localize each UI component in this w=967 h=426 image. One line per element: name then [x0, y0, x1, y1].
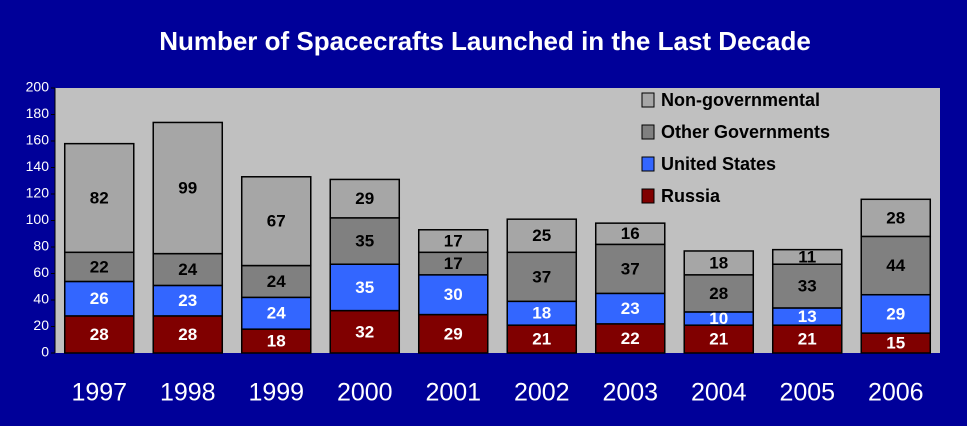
legend-label: United States	[661, 154, 776, 174]
bar-segment	[329, 178, 401, 219]
data-label: 32	[355, 322, 374, 341]
data-label: 21	[532, 330, 551, 349]
data-label: 24	[178, 260, 197, 279]
bar-segment	[594, 222, 666, 246]
data-label: 29	[886, 304, 905, 323]
data-label: 28	[709, 284, 728, 303]
y-tick-label: 0	[41, 344, 49, 360]
bar-segment	[152, 121, 224, 255]
chart-title: Number of Spacecrafts Launched in the La…	[159, 26, 811, 56]
x-tick-label: 2001	[425, 379, 481, 407]
data-label: 18	[267, 332, 286, 351]
data-label: 44	[886, 256, 905, 275]
data-label: 22	[90, 257, 109, 276]
data-label: 35	[355, 278, 374, 297]
data-label: 29	[444, 324, 463, 343]
bar-segment	[683, 274, 755, 313]
legend-swatch	[641, 124, 655, 140]
x-tick-label: 1998	[160, 379, 216, 407]
data-label: 23	[621, 299, 640, 318]
data-label: 67	[267, 212, 286, 231]
data-label: 16	[621, 224, 640, 243]
y-tick-label: 180	[26, 105, 50, 121]
data-label: 82	[90, 188, 109, 207]
x-tick-label: 2002	[514, 379, 570, 407]
bar-segment	[152, 252, 224, 287]
data-label: 18	[532, 304, 551, 323]
data-label: 37	[532, 267, 551, 286]
legend-swatch	[641, 156, 655, 172]
data-label: 25	[532, 226, 551, 245]
data-label: 28	[90, 325, 109, 344]
data-label: 99	[178, 179, 197, 198]
legend-label: Russia	[661, 186, 721, 206]
x-tick-label: 1999	[248, 379, 304, 407]
bar-segment	[240, 176, 312, 267]
data-label: 18	[709, 253, 728, 272]
y-tick-label: 120	[26, 185, 50, 201]
x-tick-label: 2004	[691, 379, 747, 407]
data-label: 33	[798, 277, 817, 296]
bar-segment	[683, 250, 755, 276]
legend-label: Other Governments	[661, 122, 830, 142]
bar-segment	[860, 198, 932, 238]
legend-swatch	[641, 188, 655, 204]
x-tick-label: 2000	[337, 379, 393, 407]
bar-segment	[771, 324, 843, 354]
bar-segment	[771, 248, 843, 265]
y-tick-label: 100	[26, 211, 50, 227]
y-tick-label: 200	[26, 79, 50, 95]
bar-segment	[417, 274, 489, 316]
data-label: 13	[798, 307, 817, 326]
legend-label: Non-governmental	[661, 90, 820, 110]
bar-segment	[329, 217, 401, 265]
data-label: 17	[444, 254, 463, 273]
data-label: 23	[178, 291, 197, 310]
data-label: 17	[444, 232, 463, 251]
data-label: 28	[886, 208, 905, 227]
data-label: 11	[798, 247, 816, 266]
x-tick-label: 1997	[71, 379, 127, 407]
x-tick-label: 2005	[779, 379, 835, 407]
bar-segment	[152, 315, 224, 354]
data-label: 37	[621, 259, 640, 278]
y-tick-label: 160	[26, 132, 50, 148]
data-label: 21	[709, 330, 728, 349]
y-tick-label: 60	[33, 264, 49, 280]
data-label: 26	[90, 289, 109, 308]
x-tick-label: 2003	[602, 379, 658, 407]
data-label: 24	[267, 272, 286, 291]
bar-segment	[240, 296, 312, 330]
y-tick-label: 40	[33, 291, 49, 307]
bar-segment	[506, 218, 578, 254]
bar-segment	[771, 263, 843, 309]
bar-segment	[240, 264, 312, 299]
data-label: 10	[709, 309, 728, 328]
data-label: 15	[886, 334, 905, 353]
legend-swatch	[641, 92, 655, 108]
bar-segment	[417, 229, 489, 254]
bar-segment	[683, 324, 755, 354]
bar-segment	[152, 284, 224, 317]
y-tick-label: 20	[33, 317, 49, 333]
data-label: 29	[355, 189, 374, 208]
data-label: 21	[798, 330, 817, 349]
bar-segment	[63, 142, 135, 254]
data-label: 30	[444, 285, 463, 304]
data-label: 35	[355, 232, 374, 251]
x-tick-label: 2006	[868, 379, 924, 407]
y-tick-label: 140	[26, 158, 50, 174]
bar-segment	[594, 323, 666, 354]
bar-segment	[860, 293, 932, 334]
data-label: 24	[267, 304, 286, 323]
bar-segment	[594, 292, 666, 325]
data-label: 22	[621, 329, 640, 348]
y-tick-label: 80	[33, 238, 49, 254]
bar-segment	[860, 235, 932, 296]
data-label: 28	[178, 325, 197, 344]
